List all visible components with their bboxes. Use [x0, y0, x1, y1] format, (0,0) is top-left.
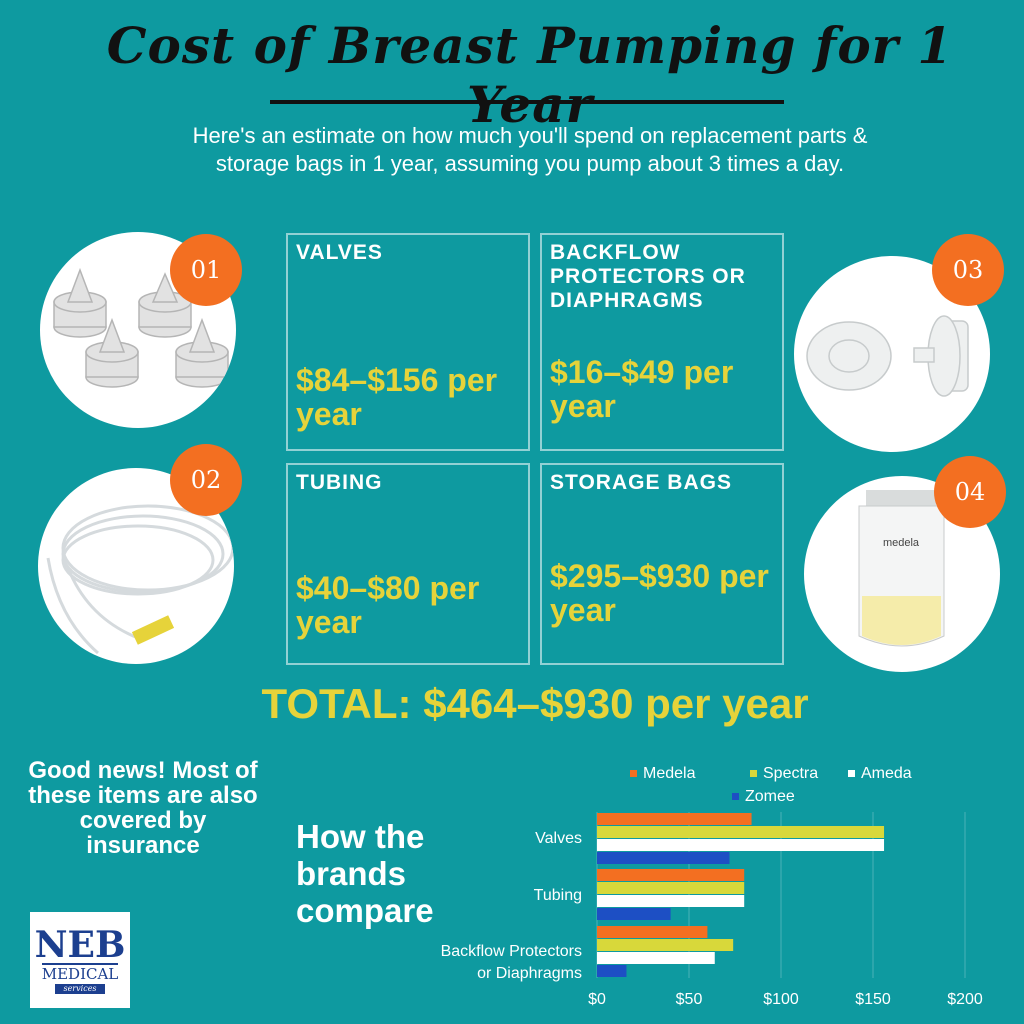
- bar: [597, 826, 885, 838]
- legend-label: Ameda: [861, 765, 912, 782]
- legend-swatch: [848, 770, 855, 777]
- backflow-box: BACKFLOW PROTECTORS OR DIAPHRAGMS $16–$4…: [540, 233, 784, 451]
- badge-01: 01: [170, 234, 242, 306]
- title-underline: [270, 100, 784, 104]
- bar: [597, 839, 885, 851]
- tubing-value: $40–$80 per year: [296, 570, 480, 640]
- bar: [597, 852, 730, 864]
- legend-label: Medela: [643, 765, 696, 782]
- legend-swatch: [630, 770, 637, 777]
- tubing-title: TUBING: [296, 471, 383, 494]
- y-tick-label: Valves: [535, 830, 582, 847]
- bar: [597, 926, 708, 938]
- logo-tiny-text: services: [55, 983, 105, 994]
- good-news-text: Good news! Most of these items are also …: [28, 757, 258, 859]
- x-tick-label: $150: [855, 991, 891, 1008]
- badge-02: 02: [170, 444, 242, 516]
- x-tick-label: $50: [676, 991, 703, 1008]
- neb-medical-logo: NEB MEDICAL services: [30, 912, 130, 1008]
- page-title: Cost of Breast Pumping for 1 Year: [106, 16, 954, 134]
- x-tick-label: $100: [763, 991, 799, 1008]
- bar: [597, 952, 715, 964]
- valves-box: VALVES $84–$156 per year: [286, 233, 530, 451]
- legend-label: Zomee: [745, 788, 795, 805]
- legend-swatch: [750, 770, 757, 777]
- badge-03: 03: [932, 234, 1004, 306]
- intro-text: Here's an estimate on how much you'll sp…: [192, 123, 868, 176]
- backflow-title: BACKFLOW PROTECTORS OR DIAPHRAGMS: [550, 241, 746, 312]
- bar: [597, 908, 671, 920]
- x-tick-label: $0: [588, 991, 606, 1008]
- legend-swatch: [732, 793, 739, 800]
- bar: [597, 813, 752, 825]
- storage-bags-value: $295–$930 per year: [550, 558, 769, 628]
- badge-04: 04: [934, 456, 1006, 528]
- tubing-box: TUBING $40–$80 per year: [286, 463, 530, 665]
- valves-title: VALVES: [296, 241, 383, 264]
- storage-bags-box: STORAGE BAGS $295–$930 per year: [540, 463, 784, 665]
- brand-comparison-chart: $0 $50 $100 $150 $200 Medela Spectra Ameda Zomee…: [441, 765, 983, 1008]
- bar: [597, 869, 745, 881]
- bar: [597, 965, 627, 977]
- logo-main-text: NEB: [34, 923, 126, 966]
- medela-label: medela: [883, 537, 920, 549]
- y-tick-label: Backflow Protectors or Diaphragms: [441, 943, 582, 982]
- bar: [597, 882, 745, 894]
- valves-value: $84–$156 per year: [296, 362, 498, 432]
- bar: [597, 895, 745, 907]
- bar: [597, 939, 734, 951]
- x-tick-label: $200: [947, 991, 983, 1008]
- logo-sub-text: MEDICAL: [41, 962, 119, 983]
- backflow-value: $16–$49 per year: [550, 354, 734, 424]
- chart-heading: How the brands compare: [296, 818, 434, 929]
- y-tick-label: Tubing: [534, 887, 582, 904]
- legend-label: Spectra: [763, 765, 818, 782]
- storage-bags-title: STORAGE BAGS: [550, 471, 732, 494]
- total-cost: TOTAL: $464–$930 per year: [261, 680, 809, 727]
